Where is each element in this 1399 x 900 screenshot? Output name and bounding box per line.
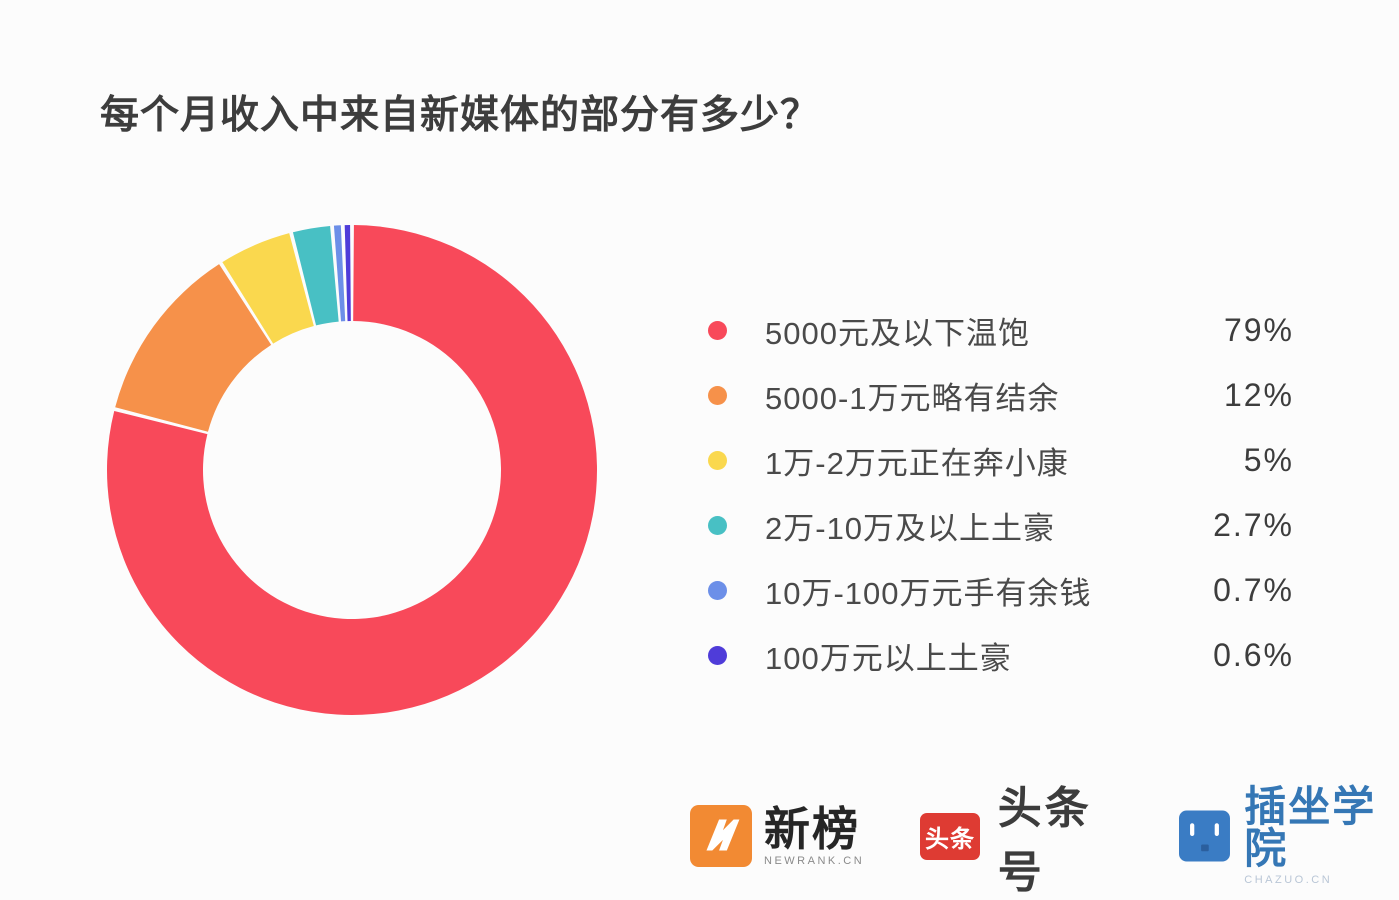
- legend-dot: [708, 581, 727, 600]
- legend-dot: [708, 321, 727, 340]
- legend-item: 2万-10万及以上土豪 2.7%: [708, 493, 1294, 558]
- chazuo-subtext: CHAZUO.CN: [1244, 874, 1333, 886]
- toutiao-label: 头条号: [997, 784, 1092, 897]
- legend-dot: [708, 516, 727, 535]
- legend-value: 5%: [1243, 442, 1294, 478]
- brand-newrank: 新榜 NEWRANK.CN: [690, 805, 864, 867]
- brand-toutiao: 头条 头条号: [920, 772, 1121, 900]
- donut-slice: [222, 233, 314, 344]
- legend-value: 0.7%: [1213, 572, 1294, 608]
- legend-dot: [708, 451, 727, 470]
- chazuo-face-icon: [1179, 810, 1231, 862]
- legend: 5000元及以下温饱 79% 5000-1万元略有结余 12% 1万-2万元正在…: [708, 298, 1294, 688]
- donut-chart-svg: [107, 225, 598, 716]
- newrank-label: 新榜: [764, 802, 860, 855]
- chazuo-label: 插坐学院: [1244, 783, 1377, 872]
- legend-dot: [708, 386, 727, 405]
- legend-item: 10万-100万元手有余钱 0.7%: [708, 558, 1294, 623]
- legend-label: 2万-10万及以上土豪: [765, 511, 1056, 546]
- legend-label: 5000-1万元略有结余: [765, 381, 1060, 416]
- page-title: 每个月收入中来自新媒体的部分有多少？: [100, 94, 821, 137]
- legend-label: 100万元以上土豪: [765, 641, 1012, 676]
- donut-chart: [102, 220, 602, 720]
- toutiao-badge-icon: 头条: [920, 812, 980, 860]
- legend-item: 100万元以上土豪 0.6%: [708, 623, 1294, 688]
- legend-value: 79%: [1223, 312, 1294, 348]
- legend-item: 5000元及以下温饱 79%: [708, 298, 1294, 363]
- newrank-lightning-icon: [690, 805, 752, 867]
- donut-slice: [344, 225, 351, 322]
- donut-slice: [292, 225, 339, 326]
- footer-brands: 新榜 NEWRANK.CN 头条 头条号 插坐学院 CHAZUO.CN: [690, 772, 1399, 900]
- newrank-subtext: NEWRANK.CN: [764, 854, 865, 867]
- legend-value: 12%: [1223, 377, 1294, 413]
- legend-label: 1万-2万元正在奔小康: [765, 446, 1069, 481]
- donut-slice: [115, 264, 272, 432]
- brand-chazuo: 插坐学院 CHAZUO.CN: [1179, 786, 1399, 886]
- legend-label: 10万-100万元手有余钱: [765, 576, 1092, 611]
- donut-slice: [107, 225, 598, 716]
- legend-label: 5000元及以下温饱: [765, 316, 1030, 351]
- legend-value: 0.6%: [1213, 637, 1294, 673]
- legend-item: 5000-1万元略有结余 12%: [708, 363, 1294, 428]
- legend-value: 2.7%: [1213, 507, 1294, 543]
- legend-dot: [708, 646, 727, 665]
- legend-item: 1万-2万元正在奔小康 5%: [708, 428, 1294, 493]
- donut-slice: [333, 225, 346, 322]
